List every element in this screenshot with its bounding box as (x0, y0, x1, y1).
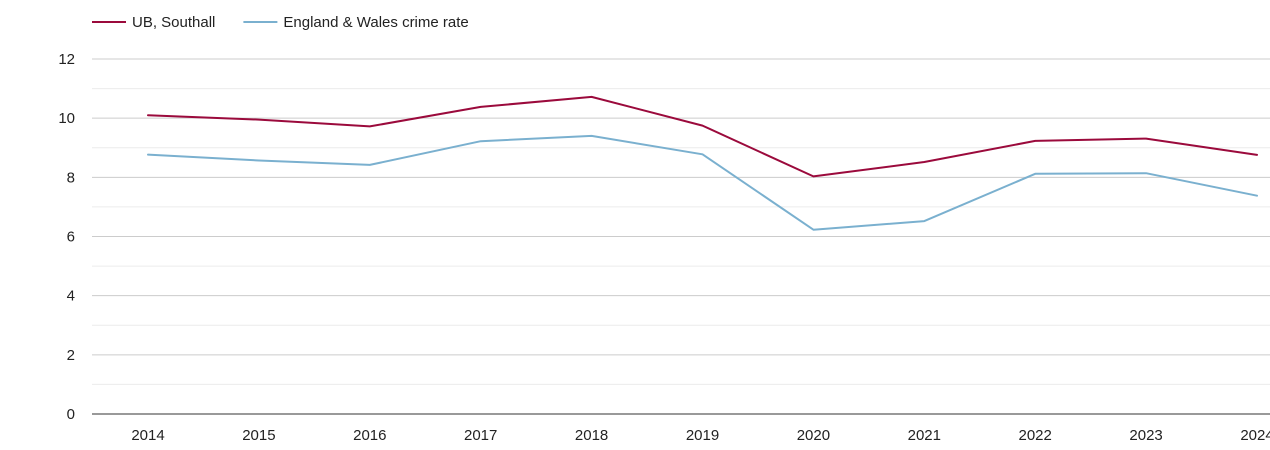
series-line-2[interactable] (147, 134, 1258, 231)
x-tick-label: 2016 (353, 427, 386, 444)
series-lines (147, 95, 1258, 231)
y-tick-label: 10 (58, 110, 75, 127)
y-tick-label: 6 (67, 229, 75, 246)
x-tick-label: 2024 (1240, 427, 1270, 444)
x-tick-label: 2022 (1019, 427, 1052, 444)
x-axis: 2014 2015 2016 2017 2018 2019 2020 2021 2022 2023… (92, 413, 1270, 444)
series-line-1[interactable] (147, 95, 1258, 178)
y-axis: 0 2 4 6 8 10 12 (58, 51, 75, 423)
y-tick-label: 2 (67, 347, 75, 364)
legend-item-1[interactable]: UB, Southall (92, 14, 215, 31)
y-tick-label: 12 (58, 51, 75, 68)
x-tick-label: 2023 (1129, 427, 1162, 444)
x-tick-label: 2021 (908, 427, 941, 444)
y-tick-label: 4 (67, 288, 75, 305)
legend-item-2[interactable]: England & Wales crime rate (243, 14, 469, 31)
grid (92, 58, 1270, 385)
x-tick-label: 2018 (575, 427, 608, 444)
legend: UB, Southall England & Wales crime rate (92, 14, 469, 31)
x-tick-label: 2020 (797, 427, 830, 444)
x-tick-label: 2014 (131, 427, 164, 444)
y-tick-label: 0 (67, 406, 75, 423)
x-tick-label: 2015 (242, 427, 275, 444)
legend-label-1: UB, Southall (132, 14, 215, 31)
x-tick-label: 2017 (464, 427, 497, 444)
x-tick-label: 2019 (686, 427, 719, 444)
y-tick-label: 8 (67, 169, 75, 186)
legend-label-2: England & Wales crime rate (283, 14, 468, 31)
